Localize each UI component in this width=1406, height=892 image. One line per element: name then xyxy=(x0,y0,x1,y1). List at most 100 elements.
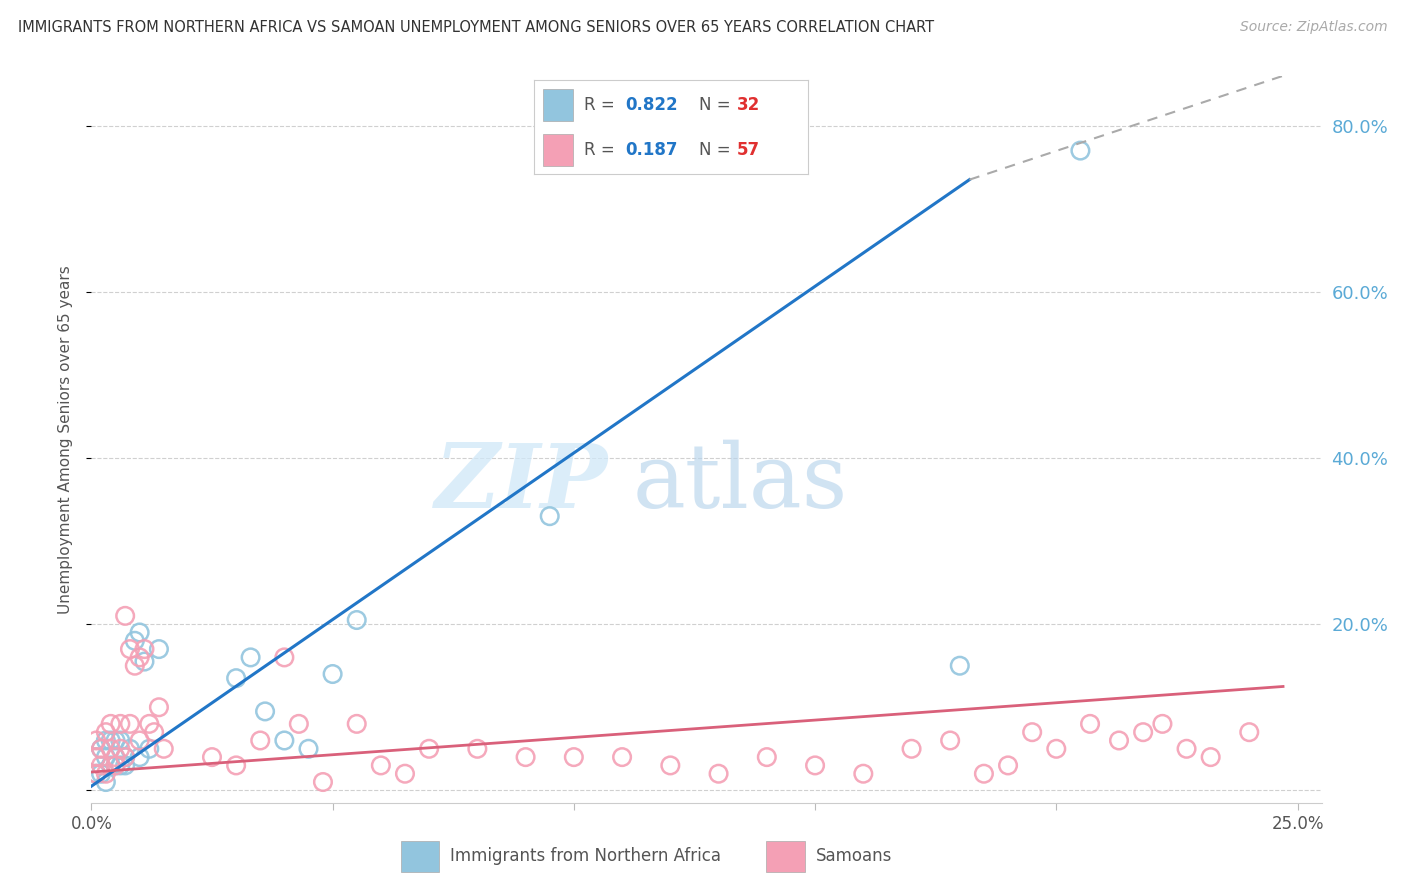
Point xyxy=(755,750,778,764)
Text: Source: ZipAtlas.com: Source: ZipAtlas.com xyxy=(1240,20,1388,34)
Point xyxy=(104,758,127,772)
Text: 32: 32 xyxy=(737,95,761,113)
Point xyxy=(94,766,117,780)
Point xyxy=(84,766,107,780)
Point xyxy=(225,671,247,685)
Point xyxy=(110,717,132,731)
Text: IMMIGRANTS FROM NORTHERN AFRICA VS SAMOAN UNEMPLOYMENT AMONG SENIORS OVER 65 YEA: IMMIGRANTS FROM NORTHERN AFRICA VS SAMOA… xyxy=(18,20,935,35)
Point xyxy=(128,650,150,665)
Point xyxy=(1021,725,1043,739)
Text: 0.187: 0.187 xyxy=(624,141,678,159)
Point xyxy=(84,766,107,780)
Point xyxy=(288,717,311,731)
Point xyxy=(239,650,262,665)
Point xyxy=(273,733,295,747)
Point xyxy=(1175,741,1198,756)
Point xyxy=(148,700,170,714)
Point xyxy=(1199,750,1222,764)
Point xyxy=(225,758,247,772)
Point xyxy=(997,758,1019,772)
Point xyxy=(114,758,136,772)
Point xyxy=(312,775,335,789)
Text: R =: R = xyxy=(583,95,614,113)
Point xyxy=(707,766,730,780)
Bar xyxy=(766,840,806,872)
Text: atlas: atlas xyxy=(633,439,848,526)
Point xyxy=(118,741,141,756)
Point xyxy=(254,705,277,719)
Bar xyxy=(543,134,572,166)
Point xyxy=(659,758,682,772)
Point xyxy=(90,741,112,756)
Point xyxy=(1132,725,1154,739)
Point xyxy=(467,741,489,756)
Y-axis label: Unemployment Among Seniors over 65 years: Unemployment Among Seniors over 65 years xyxy=(58,265,73,614)
Text: R =: R = xyxy=(583,141,614,159)
Point xyxy=(346,717,368,731)
Point xyxy=(949,658,972,673)
Point xyxy=(94,775,117,789)
Point xyxy=(94,725,117,739)
Point xyxy=(973,766,995,780)
Point xyxy=(90,766,112,780)
Text: Immigrants from Northern Africa: Immigrants from Northern Africa xyxy=(450,847,721,865)
Point xyxy=(118,717,141,731)
Point xyxy=(128,733,150,747)
Point xyxy=(118,642,141,657)
Point xyxy=(84,733,107,747)
Point xyxy=(562,750,585,764)
Point xyxy=(138,717,160,731)
Point xyxy=(394,766,416,780)
Point xyxy=(1108,733,1130,747)
Point xyxy=(114,608,136,623)
Point xyxy=(134,655,156,669)
Text: 0.822: 0.822 xyxy=(624,95,678,113)
Text: N =: N = xyxy=(699,141,730,159)
Point xyxy=(104,758,127,772)
Point xyxy=(152,741,174,756)
Point xyxy=(114,750,136,764)
Point xyxy=(1045,741,1067,756)
Point xyxy=(273,650,295,665)
Point xyxy=(84,750,107,764)
Point xyxy=(1069,144,1091,158)
Point xyxy=(110,741,132,756)
Point xyxy=(322,667,344,681)
Point xyxy=(418,741,440,756)
Point xyxy=(100,758,122,772)
Point xyxy=(100,733,122,747)
Point xyxy=(148,642,170,657)
Text: N =: N = xyxy=(699,95,730,113)
Point xyxy=(128,625,150,640)
Bar xyxy=(401,840,440,872)
Point xyxy=(124,658,146,673)
Point xyxy=(1239,725,1261,739)
Point xyxy=(134,642,156,657)
Point xyxy=(370,758,392,772)
Point xyxy=(515,750,537,764)
Point xyxy=(104,733,127,747)
Point xyxy=(804,758,827,772)
Text: 57: 57 xyxy=(737,141,761,159)
Point xyxy=(900,741,922,756)
Point xyxy=(110,758,132,772)
Point xyxy=(201,750,224,764)
Point xyxy=(100,741,122,756)
Point xyxy=(94,733,117,747)
Point xyxy=(100,717,122,731)
Text: ZIP: ZIP xyxy=(434,440,607,526)
Point xyxy=(138,741,160,756)
Point xyxy=(114,750,136,764)
Point xyxy=(249,733,271,747)
Point xyxy=(124,633,146,648)
Point xyxy=(90,758,112,772)
Point xyxy=(143,725,166,739)
Point xyxy=(610,750,633,764)
Point xyxy=(346,613,368,627)
Point xyxy=(104,750,127,764)
Point xyxy=(297,741,319,756)
Point xyxy=(538,509,561,524)
Point xyxy=(852,766,875,780)
Point xyxy=(1078,717,1101,731)
Point xyxy=(90,741,112,756)
